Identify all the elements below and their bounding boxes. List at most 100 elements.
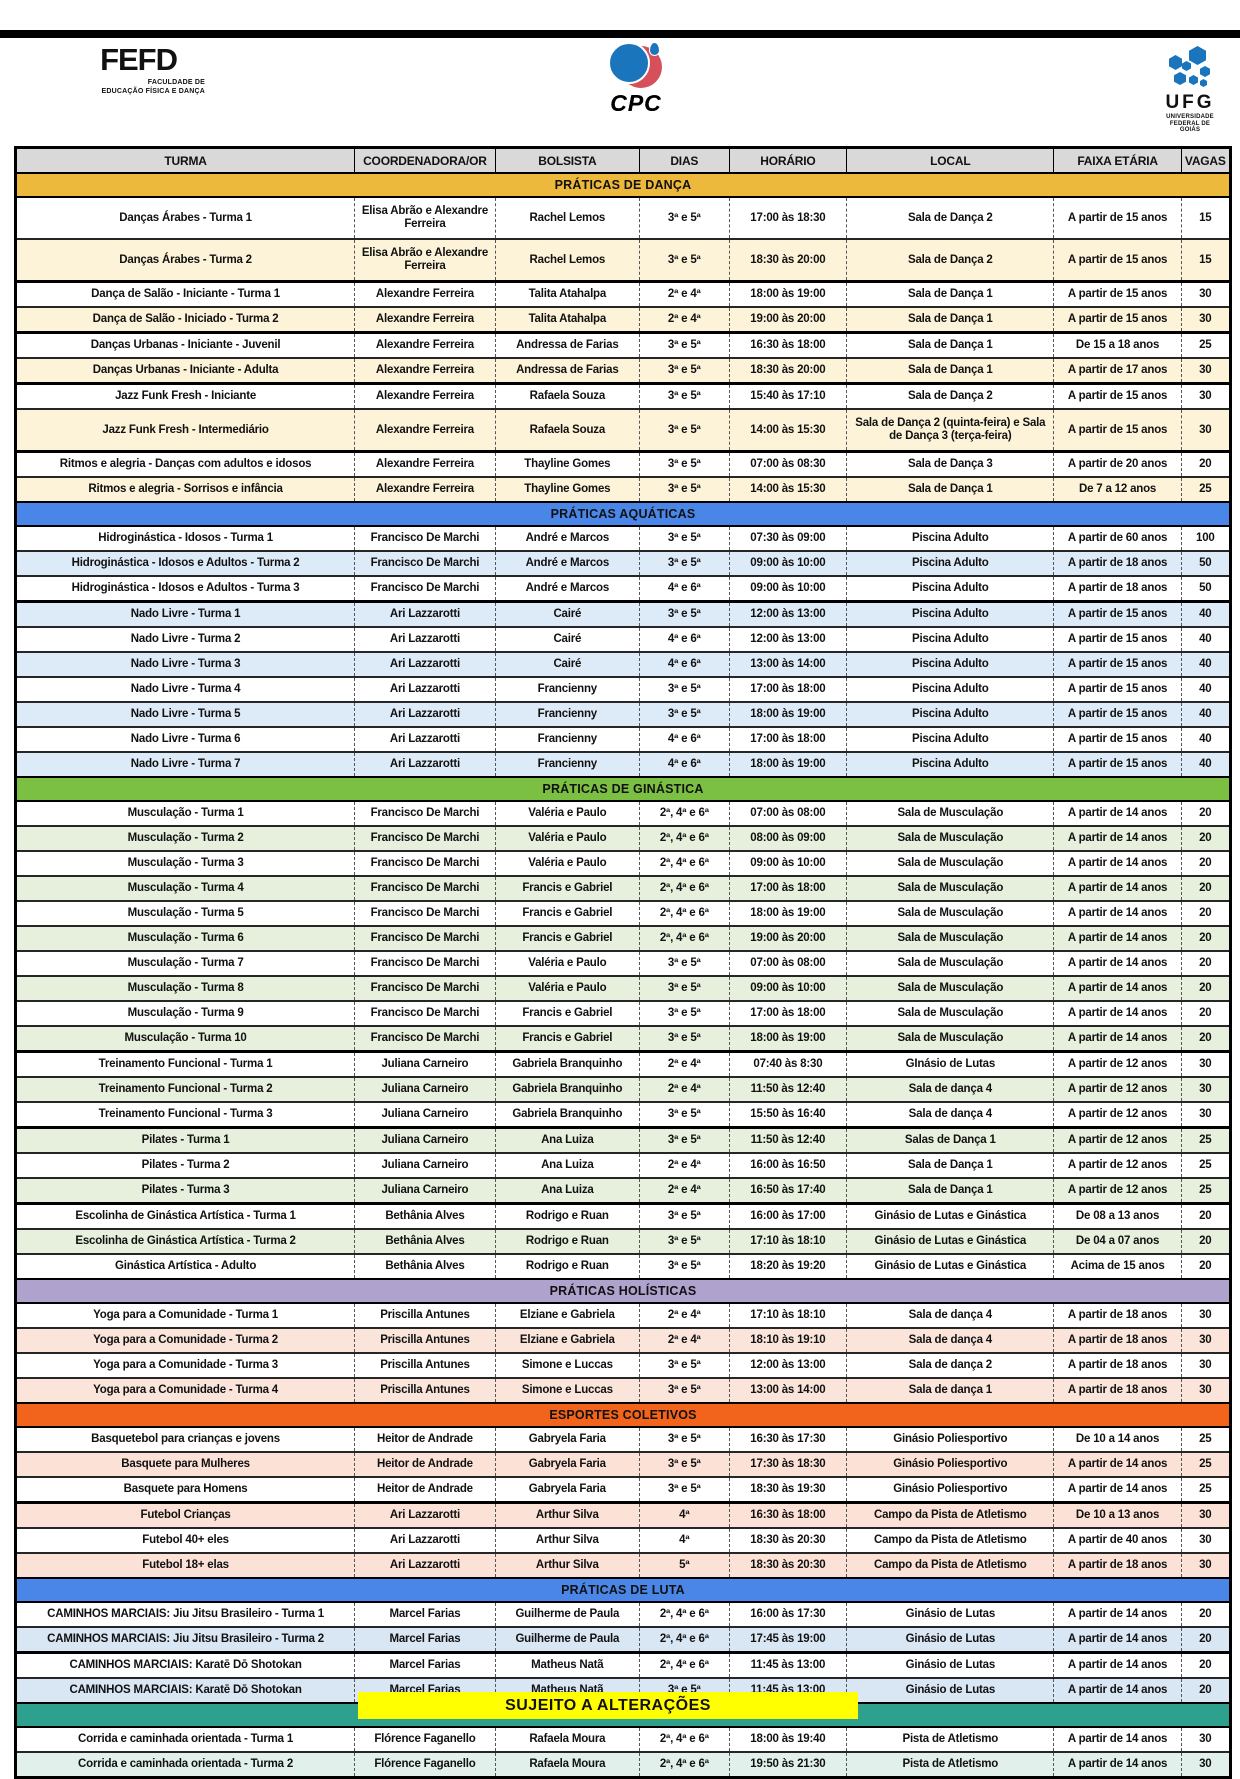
- cell-turma: Musculação - Turma 10: [17, 1027, 356, 1050]
- cell-turma: Hidroginástica - Idosos - Turma 1: [17, 527, 356, 550]
- cell-bolsista: Simone e Luccas: [496, 1354, 640, 1377]
- cell-dias: 2ª, 4ª e 6ª: [640, 802, 730, 825]
- cell-bolsista: Rafaela Souza: [496, 410, 640, 450]
- cell-turma: Jazz Funk Fresh - Iniciante: [17, 385, 356, 408]
- cell-vagas: 25: [1199, 1458, 1212, 1471]
- cell-turma: Musculação - Turma 7: [17, 952, 356, 975]
- table-row: Nado Livre - Turma 2 Ari Lazzarotti Cairé 4…: [17, 626, 1229, 651]
- table-row: Danças Árabes - Turma 2 Elisa Abrão e Ale…: [17, 238, 1229, 280]
- column-header-vagas: VAGAS: [1184, 153, 1226, 168]
- cell-turma: Musculação - Turma 3: [17, 852, 356, 875]
- column-header-local: LOCAL: [847, 149, 1055, 172]
- cell-bolsista: Cairé: [496, 603, 640, 626]
- cell-horario: 18:30 às 20:00: [730, 240, 848, 280]
- cell-horario: 11:50 às 12:40: [730, 1129, 848, 1152]
- cell-local: Sala de Dança 1: [847, 1179, 1055, 1202]
- cell-dias: 3ª e 5ª: [640, 1453, 730, 1476]
- cell-vagas: 30: [1199, 1334, 1212, 1347]
- cell-turma: Yoga para a Comunidade - Turma 2: [17, 1329, 356, 1352]
- cell-dias: 3ª e 5ª: [640, 1354, 730, 1377]
- cpc-logo-text: CPC: [586, 92, 686, 115]
- cell-vagas: 20: [1199, 1633, 1212, 1646]
- cell-bolsista: Francis e Gabriel: [496, 1027, 640, 1050]
- cell-local: Piscina Adulto: [847, 628, 1055, 651]
- cell-local: Piscina Adulto: [847, 603, 1055, 626]
- cell-bolsista: Arthur Silva: [496, 1554, 640, 1577]
- cell-turma: Musculação - Turma 4: [17, 877, 356, 900]
- cell-faixa-etaria: A partir de 15 anos: [1054, 308, 1182, 331]
- cell-bolsista: Francis e Gabriel: [496, 902, 640, 925]
- cell-turma: Futebol Crianças: [17, 1504, 356, 1527]
- cell-dias: 3ª e 5ª: [640, 385, 730, 408]
- cell-dias: 3ª e 5ª: [640, 198, 730, 238]
- cell-local: Ginásio de Lutas e Ginástica: [847, 1255, 1055, 1278]
- cell-faixa-etaria: A partir de 14 anos: [1054, 902, 1182, 925]
- cell-bolsista: Andressa de Farias: [496, 334, 640, 357]
- ufg-logo-subtitle: UNIVERSIDADE FEDERAL DE GOIÁS: [1166, 114, 1214, 134]
- cell-local: Sala de Dança 3: [847, 453, 1055, 476]
- cell-faixa-etaria: A partir de 15 anos: [1054, 653, 1182, 676]
- table-row: Futebol Crianças Ari Lazzarotti Arthur Sil…: [17, 1501, 1229, 1527]
- cell-coordenadora: Ari Lazzarotti: [355, 753, 496, 776]
- section-header-4: ESPORTES COLETIVOS: [17, 1402, 1229, 1428]
- cell-vagas: 20: [1199, 1210, 1212, 1223]
- cell-coordenadora: Juliana Carneiro: [355, 1154, 496, 1177]
- cell-horario: 16:00 às 17:30: [730, 1603, 848, 1626]
- table-row: Musculação - Turma 3 Francisco De Marchi V…: [17, 850, 1229, 875]
- cell-coordenadora: Juliana Carneiro: [355, 1053, 496, 1076]
- table-row: Hidroginástica - Idosos e Adultos - Turm…: [17, 575, 1229, 600]
- cell-faixa-etaria: A partir de 14 anos: [1054, 1628, 1182, 1651]
- cell-dias: 4ª e 6ª: [640, 577, 730, 600]
- table-row: Nado Livre - Turma 5 Ari Lazzarotti Franci…: [17, 701, 1229, 726]
- cell-turma: Yoga para a Comunidade - Turma 1: [17, 1304, 356, 1327]
- cell-coordenadora: Alexandre Ferreira: [355, 334, 496, 357]
- cell-faixa-etaria: De 10 a 13 anos: [1054, 1504, 1182, 1527]
- cell-local: Sala de dança 4: [847, 1304, 1055, 1327]
- cell-coordenadora: Francisco De Marchi: [355, 877, 496, 900]
- cell-local: Sala de Musculação: [847, 902, 1055, 925]
- table-row: Futebol 40+ eles Ari Lazzarotti Arthur Sil…: [17, 1527, 1229, 1552]
- cell-turma: Jazz Funk Fresh - Intermediário: [17, 410, 356, 450]
- cell-local: Ginásio Poliesportivo: [847, 1453, 1055, 1476]
- cell-local: Piscina Adulto: [847, 753, 1055, 776]
- ufg-logo: UFG UNIVERSIDADE FEDERAL DE GOIÁS: [1162, 46, 1218, 134]
- cell-horario: 07:30 às 09:00: [730, 527, 848, 550]
- table-row: Nado Livre - Turma 7 Ari Lazzarotti Franci…: [17, 751, 1229, 776]
- cell-horario: 17:00 às 18:00: [730, 1002, 848, 1025]
- cell-dias: 3ª e 5ª: [640, 478, 730, 501]
- cell-bolsista: Elziane e Gabriela: [496, 1304, 640, 1327]
- cell-local: Sala de Musculação: [847, 827, 1055, 850]
- cell-local: Sala de dança 4: [847, 1078, 1055, 1101]
- cell-faixa-etaria: A partir de 18 anos: [1054, 1304, 1182, 1327]
- cell-bolsista: Valéria e Paulo: [496, 952, 640, 975]
- cell-dias: 2ª, 4ª e 6ª: [640, 927, 730, 950]
- cell-dias: 3ª e 5ª: [640, 977, 730, 1000]
- cell-bolsista: Rafaela Moura: [496, 1728, 640, 1751]
- cell-turma: Futebol 40+ eles: [17, 1529, 356, 1552]
- cell-dias: 2ª e 4ª: [640, 1078, 730, 1101]
- cell-local: Sala de Musculação: [847, 952, 1055, 975]
- cell-bolsista: Rachel Lemos: [496, 240, 640, 280]
- cell-coordenadora: Ari Lazzarotti: [355, 1529, 496, 1552]
- cell-horario: 09:00 às 10:00: [730, 852, 848, 875]
- cell-bolsista: Francis e Gabriel: [496, 927, 640, 950]
- cell-turma: Basquete para Homens: [17, 1478, 356, 1501]
- cell-vagas: 20: [1199, 957, 1212, 970]
- cell-coordenadora: Alexandre Ferreira: [355, 410, 496, 450]
- cell-faixa-etaria: A partir de 14 anos: [1054, 802, 1182, 825]
- cell-turma: Nado Livre - Turma 2: [17, 628, 356, 651]
- cell-horario: 09:00 às 10:00: [730, 552, 848, 575]
- table-row: Nado Livre - Turma 1 Ari Lazzarotti Cairé 3…: [17, 600, 1229, 626]
- cell-faixa-etaria: A partir de 14 anos: [1054, 1002, 1182, 1025]
- cell-dias: 2ª, 4ª e 6ª: [640, 1654, 730, 1677]
- cell-dias: 3ª e 5ª: [640, 603, 730, 626]
- cell-faixa-etaria: A partir de 20 anos: [1054, 453, 1182, 476]
- cell-local: Campo da Pista de Atletismo: [847, 1554, 1055, 1577]
- cell-local: Sala de Dança 2: [847, 198, 1055, 238]
- cell-horario: 16:30 às 18:00: [730, 334, 848, 357]
- cell-vagas: 30: [1199, 423, 1212, 436]
- cell-faixa-etaria: A partir de 15 anos: [1054, 240, 1182, 280]
- cell-dias: 3ª e 5ª: [640, 527, 730, 550]
- cell-turma: Musculação - Turma 1: [17, 802, 356, 825]
- cell-vagas: 15: [1199, 253, 1212, 266]
